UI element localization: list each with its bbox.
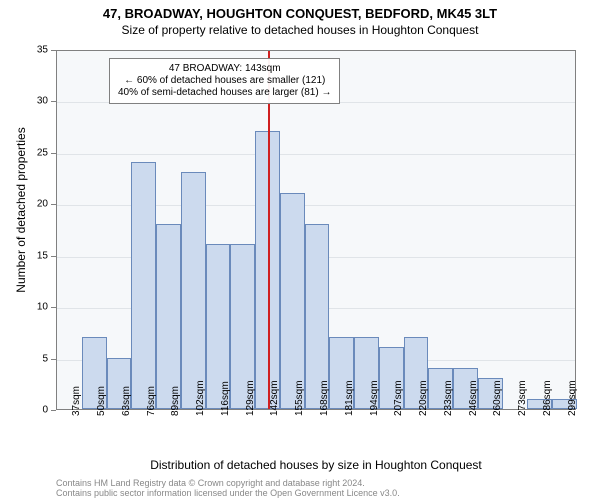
y-tick-label: 0: [0, 405, 48, 416]
x-tick-label: 273sqm: [517, 380, 528, 416]
y-tick-label: 35: [0, 45, 48, 56]
info-line-2: ← 60% of detached houses are smaller (12…: [118, 75, 331, 87]
chart-area: 47 BROADWAY: 143sqm ← 60% of detached ho…: [56, 50, 576, 410]
x-tick-label: 37sqm: [71, 386, 82, 416]
y-axis-label: Number of detached properties: [14, 110, 28, 310]
plot-area: 47 BROADWAY: 143sqm ← 60% of detached ho…: [56, 50, 576, 410]
chart-title-main: 47, BROADWAY, HOUGHTON CONQUEST, BEDFORD…: [0, 0, 600, 21]
bar: [156, 224, 181, 409]
y-tick-label: 10: [0, 302, 48, 313]
x-tick-label: 50sqm: [96, 386, 107, 416]
reference-line: [268, 51, 270, 409]
x-tick-label: 142sqm: [269, 380, 280, 416]
bar: [280, 193, 305, 409]
x-tick-label: 89sqm: [170, 386, 181, 416]
x-tick-label: 233sqm: [443, 380, 454, 416]
x-tick-label: 63sqm: [121, 386, 132, 416]
x-tick-label: 168sqm: [319, 380, 330, 416]
y-tick-label: 15: [0, 250, 48, 261]
x-tick-label: 102sqm: [195, 380, 206, 416]
x-axis-label: Distribution of detached houses by size …: [56, 458, 576, 472]
y-tick-label: 25: [0, 147, 48, 158]
y-tick-label: 30: [0, 96, 48, 107]
bar: [181, 172, 206, 409]
x-tick-label: 155sqm: [294, 380, 305, 416]
bar: [131, 162, 156, 409]
y-tick-label: 5: [0, 353, 48, 364]
x-tick-label: 299sqm: [567, 380, 578, 416]
footer-attribution: Contains HM Land Registry data © Crown c…: [56, 478, 400, 498]
x-tick-label: 129sqm: [245, 380, 256, 416]
chart-title-sub: Size of property relative to detached ho…: [0, 21, 600, 37]
x-tick-label: 207sqm: [393, 380, 404, 416]
x-tick-label: 246sqm: [468, 380, 479, 416]
y-tick-label: 20: [0, 199, 48, 210]
info-line-1: 47 BROADWAY: 143sqm: [118, 63, 331, 75]
info-line-3: 40% of semi-detached houses are larger (…: [118, 87, 331, 99]
x-tick-label: 286sqm: [542, 380, 553, 416]
x-tick-label: 76sqm: [146, 386, 157, 416]
info-box: 47 BROADWAY: 143sqm ← 60% of detached ho…: [109, 58, 340, 104]
x-tick-label: 220sqm: [418, 380, 429, 416]
x-tick-label: 260sqm: [492, 380, 503, 416]
x-tick-container: 37sqm50sqm63sqm76sqm89sqm102sqm116sqm129…: [56, 410, 576, 460]
footer-line-1: Contains HM Land Registry data © Crown c…: [56, 478, 400, 488]
footer-line-2: Contains public sector information licen…: [56, 488, 400, 498]
x-tick-label: 181sqm: [344, 380, 355, 416]
x-tick-label: 194sqm: [369, 380, 380, 416]
x-tick-label: 116sqm: [220, 381, 231, 416]
gridline: [57, 154, 575, 155]
